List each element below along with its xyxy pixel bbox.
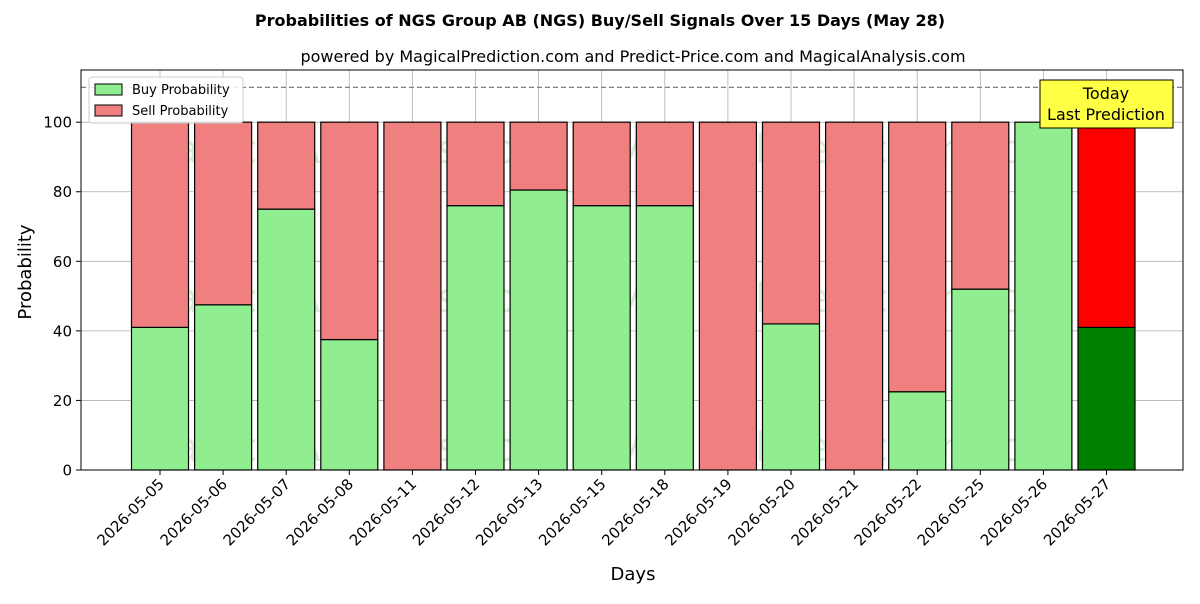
bar-buy bbox=[1077, 326, 1136, 471]
x-tick-label: 2026-05-11 bbox=[346, 475, 420, 549]
y-axis-label: Probability bbox=[15, 224, 36, 319]
x-tick-label: 2026-05-22 bbox=[851, 475, 925, 549]
bar-sell bbox=[130, 121, 190, 328]
bar-sell bbox=[446, 121, 505, 207]
annotation-text: Last Prediction bbox=[1047, 105, 1165, 124]
bar-buy bbox=[635, 205, 694, 471]
legend: Buy Probability Sell Probability bbox=[88, 76, 244, 124]
y-tick-label: 100 bbox=[43, 114, 72, 132]
bar-buy bbox=[1014, 121, 1073, 471]
legend-swatch bbox=[94, 104, 123, 117]
bar-sell bbox=[888, 121, 947, 393]
x-tick-label: 2026-05-05 bbox=[93, 475, 167, 549]
chart-subtitle: powered by MagicalPrediction.com and Pre… bbox=[300, 47, 965, 66]
y-tick-label: 60 bbox=[53, 253, 72, 271]
y-tick-label: 80 bbox=[53, 183, 72, 201]
bar-buy bbox=[320, 338, 379, 471]
y-tick-label: 40 bbox=[53, 322, 72, 340]
bar-sell bbox=[761, 121, 821, 325]
x-tick-label: 2026-05-06 bbox=[157, 475, 231, 549]
bar-sell bbox=[509, 121, 568, 191]
bar-buy bbox=[257, 208, 316, 471]
x-tick-label: 2026-05-13 bbox=[472, 475, 546, 549]
y-tick-label: 20 bbox=[53, 392, 72, 410]
x-axis-label: Days bbox=[611, 564, 656, 585]
bar-buy bbox=[509, 189, 568, 471]
bar-sell bbox=[1077, 121, 1136, 328]
today-annotation: Today Last Prediction bbox=[1039, 79, 1174, 129]
x-axis: 2026-05-052026-05-062026-05-072026-05-08… bbox=[93, 470, 1114, 549]
bar-buy bbox=[194, 304, 253, 471]
bar-sell bbox=[194, 121, 253, 306]
x-tick-label: 2026-05-25 bbox=[914, 475, 988, 549]
bars bbox=[130, 121, 1136, 471]
bar-buy bbox=[761, 323, 821, 471]
bar-buy bbox=[951, 288, 1010, 471]
bar-buy bbox=[130, 326, 190, 471]
bar-sell bbox=[951, 121, 1010, 290]
bar-sell bbox=[698, 121, 758, 471]
annotation-text: Today bbox=[1082, 84, 1129, 103]
y-tick-label: 0 bbox=[62, 462, 72, 480]
x-tick-label: 2026-05-21 bbox=[788, 475, 862, 549]
x-tick-label: 2026-05-19 bbox=[661, 475, 735, 549]
bar-sell bbox=[383, 121, 442, 471]
x-tick-label: 2026-05-26 bbox=[977, 475, 1051, 549]
bar-buy bbox=[888, 391, 947, 471]
bar-sell bbox=[824, 121, 884, 471]
legend-label: Sell Probability bbox=[132, 104, 229, 119]
x-tick-label: 2026-05-08 bbox=[283, 475, 357, 549]
bar-buy bbox=[572, 205, 631, 471]
x-tick-label: 2026-05-27 bbox=[1040, 475, 1114, 549]
bar-sell bbox=[257, 121, 316, 210]
legend-label: Buy Probability bbox=[132, 83, 230, 98]
legend-swatch bbox=[94, 83, 123, 96]
bar-sell bbox=[572, 121, 631, 207]
legend-box bbox=[88, 76, 244, 124]
x-tick-label: 2026-05-20 bbox=[724, 475, 798, 549]
x-tick-label: 2026-05-15 bbox=[535, 475, 609, 549]
plot-frame bbox=[80, 69, 1184, 471]
bar-sell bbox=[635, 121, 694, 207]
bar-sell bbox=[320, 121, 379, 341]
x-tick-label: 2026-05-07 bbox=[220, 475, 294, 549]
x-tick-label: 2026-05-18 bbox=[598, 475, 672, 549]
y-axis: 0 20 40 60 80 100 bbox=[43, 114, 81, 480]
chart-title: Probabilities of NGS Group AB (NGS) Buy/… bbox=[255, 11, 945, 30]
bar-buy bbox=[446, 205, 505, 471]
x-tick-label: 2026-05-12 bbox=[409, 475, 483, 549]
annotation-box bbox=[1039, 79, 1174, 129]
